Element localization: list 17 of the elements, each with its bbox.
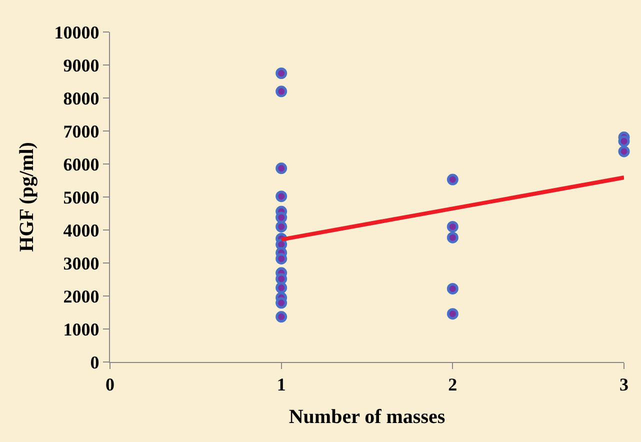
- x-axis-title: Number of masses: [288, 406, 446, 428]
- x-tick-label: 0: [106, 374, 114, 395]
- y-tick-label: 8000: [63, 88, 100, 108]
- y-tick-label: 10000: [54, 22, 100, 42]
- y-tick-label: 1000: [63, 319, 100, 340]
- y-axis-title: HGF (pg/ml): [16, 142, 38, 252]
- y-tick-label: 3000: [63, 253, 100, 274]
- x-tick-label: 3: [620, 374, 628, 395]
- y-tick-label: 7000: [63, 121, 100, 142]
- y-tick-label: 5000: [63, 187, 100, 208]
- y-tick-label: 9000: [63, 55, 100, 76]
- x-tick-label: 2: [448, 374, 458, 395]
- y-tick-label: 2000: [63, 286, 100, 306]
- y-tick-label: 4000: [63, 220, 100, 240]
- y-tick-label: 0: [90, 352, 100, 372]
- y-tick-label: 6000: [63, 154, 100, 174]
- x-tick-label: 1: [276, 374, 286, 395]
